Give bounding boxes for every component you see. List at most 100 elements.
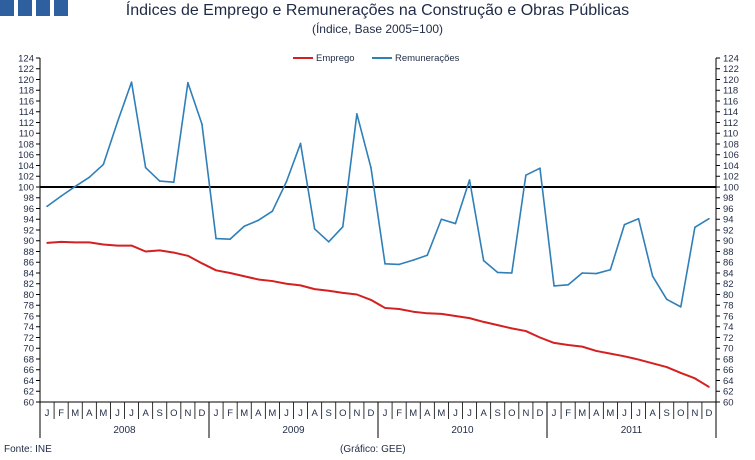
y-tick-label-left: 62 <box>23 387 34 398</box>
legend-label-remuneracoes: Remunerações <box>395 53 460 64</box>
data-point-emprego <box>356 293 358 296</box>
data-point-remuneracoes <box>271 210 274 212</box>
x-month-label: J <box>453 408 458 419</box>
y-tick-label-right: 86 <box>723 258 734 269</box>
x-month-label: A <box>255 408 262 419</box>
x-month-label: A <box>593 408 600 419</box>
data-point-emprego <box>215 269 217 272</box>
y-tick-label-left: 94 <box>23 215 34 226</box>
y-tick-label-left: 100 <box>18 182 34 193</box>
data-point-remuneracoes <box>172 181 175 183</box>
x-month-label: S <box>157 408 163 419</box>
y-tick-label-right: 122 <box>723 64 739 75</box>
y-tick-label-right: 104 <box>723 161 739 172</box>
data-point-emprego <box>609 352 612 355</box>
logo-block <box>0 0 14 16</box>
y-tick-label-right: 120 <box>723 75 739 86</box>
y-tick-label-right: 82 <box>723 279 734 290</box>
data-point-remuneracoes <box>694 226 696 229</box>
data-point-remuneracoes <box>201 123 203 125</box>
y-tick-label-right: 74 <box>723 322 734 333</box>
x-month-label: J <box>298 408 303 419</box>
x-month-label: J <box>383 408 388 419</box>
x-month-label: D <box>199 408 206 419</box>
x-month-label: M <box>409 408 417 419</box>
data-point-remuneracoes <box>187 81 189 84</box>
data-point-remuneracoes <box>313 228 316 230</box>
data-point-emprego <box>285 282 288 285</box>
logo-block <box>54 0 68 16</box>
data-point-remuneracoes <box>60 195 62 197</box>
y-tick-label-left: 72 <box>23 333 34 344</box>
x-month-label: M <box>240 408 248 419</box>
y-tick-label-left: 118 <box>19 86 34 97</box>
y-tick-label-right: 64 <box>723 376 734 387</box>
x-month-label: J <box>45 408 50 419</box>
data-point-remuneracoes <box>412 259 415 261</box>
data-point-emprego <box>440 313 443 315</box>
x-month-label: J <box>636 408 641 419</box>
x-month-label: J <box>214 408 219 419</box>
y-tick-label-left: 114 <box>19 107 34 118</box>
data-point-emprego <box>651 362 654 365</box>
data-point-remuneracoes <box>708 217 710 220</box>
data-point-emprego <box>46 242 48 244</box>
y-tick-label-left: 66 <box>23 365 34 376</box>
y-tick-label-right: 108 <box>723 139 739 150</box>
y-tick-label-right: 100 <box>723 182 739 193</box>
x-month-label: D <box>537 408 544 419</box>
data-point-emprego <box>172 251 175 254</box>
x-month-label: A <box>649 408 656 419</box>
data-point-emprego <box>496 324 499 326</box>
y-tick-label-left: 74 <box>23 322 34 333</box>
series-line-remuneracoes <box>46 81 710 308</box>
x-month-label: F <box>565 408 571 419</box>
y-tick-label-left: 122 <box>18 64 34 75</box>
y-tick-label-right: 68 <box>723 354 734 365</box>
data-point-remuneracoes <box>74 185 77 188</box>
data-point-emprego <box>130 244 133 247</box>
data-point-emprego <box>595 350 598 352</box>
y-tick-label-left: 90 <box>23 236 34 247</box>
data-point-remuneracoes <box>482 259 485 262</box>
x-month-label: A <box>480 408 487 419</box>
data-point-remuneracoes <box>637 217 640 220</box>
y-tick-label-right: 80 <box>723 290 734 301</box>
data-point-remuneracoes <box>356 113 358 115</box>
x-month-label: N <box>184 408 191 419</box>
data-point-emprego <box>116 244 119 247</box>
x-month-label: J <box>115 408 120 419</box>
y-tick-label-left: 102 <box>18 172 34 183</box>
data-point-emprego <box>299 284 302 287</box>
y-tick-label-right: 60 <box>723 397 734 408</box>
x-month-label: O <box>339 408 346 419</box>
y-tick-label-right: 110 <box>723 129 738 140</box>
data-point-remuneracoes <box>257 219 260 222</box>
y-tick-label-right: 94 <box>723 215 734 226</box>
x-year-label: 2010 <box>451 425 474 436</box>
data-point-emprego <box>243 275 246 278</box>
legend: Emprego Remunerações <box>293 53 460 64</box>
x-month-label: J <box>129 408 134 419</box>
x-month-label: J <box>284 408 289 419</box>
y-tick-label-left: 64 <box>23 376 34 387</box>
data-point-emprego <box>398 308 400 310</box>
data-point-emprego <box>567 344 569 346</box>
data-point-remuneracoes <box>370 166 372 169</box>
data-point-remuneracoes <box>609 268 612 271</box>
data-point-emprego <box>454 315 457 317</box>
y-tick-label-left: 98 <box>23 193 34 204</box>
data-point-remuneracoes <box>553 285 555 287</box>
data-point-remuneracoes <box>229 238 231 240</box>
y-tick-label-left: 60 <box>23 397 34 408</box>
data-point-emprego <box>201 262 203 265</box>
data-point-remuneracoes <box>102 163 105 166</box>
data-point-remuneracoes <box>398 263 400 266</box>
data-point-emprego <box>708 386 710 388</box>
chart-subtitle: (Índice, Base 2005=100) <box>311 22 444 36</box>
data-point-remuneracoes <box>651 275 654 278</box>
x-month-label: A <box>86 408 93 419</box>
x-month-label: F <box>58 408 64 419</box>
data-point-emprego <box>313 288 316 290</box>
